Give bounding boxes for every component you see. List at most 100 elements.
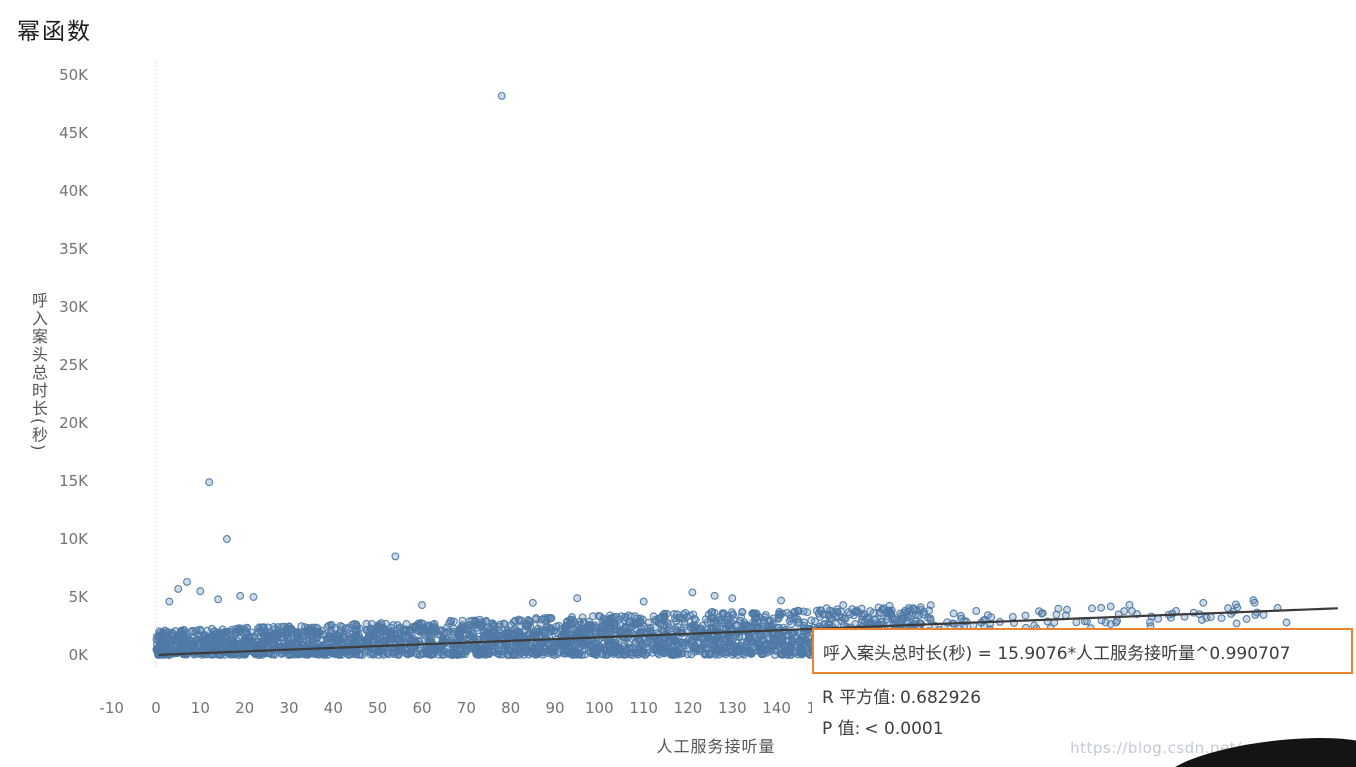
scatter-point[interactable] — [871, 615, 880, 624]
scatter-point[interactable] — [336, 621, 345, 630]
scatter-point[interactable] — [796, 647, 805, 656]
scatter-point[interactable] — [464, 621, 473, 630]
scatter-point[interactable] — [449, 648, 458, 657]
scatter-point[interactable] — [282, 624, 291, 633]
scatter-point[interactable] — [254, 651, 263, 659]
scatter-point[interactable] — [389, 621, 398, 630]
scatter-point[interactable] — [675, 613, 684, 622]
scatter-point[interactable] — [680, 619, 689, 628]
scatter-point[interactable] — [794, 606, 803, 615]
scatter-point[interactable] — [584, 623, 593, 632]
scatter-point[interactable] — [1232, 619, 1241, 628]
scatter-point[interactable] — [533, 650, 542, 659]
scatter-point[interactable] — [666, 620, 675, 629]
scatter-point[interactable] — [638, 615, 647, 624]
scatter-point[interactable] — [1061, 611, 1070, 620]
scatter-point[interactable] — [605, 636, 614, 645]
scatter-point[interactable] — [474, 651, 483, 659]
scatter-point[interactable] — [689, 610, 698, 619]
scatter-point[interactable] — [778, 632, 787, 641]
scatter-point[interactable] — [759, 636, 768, 645]
scatter-point[interactable] — [697, 634, 706, 643]
scatter-point[interactable] — [544, 641, 553, 650]
scatter-point[interactable] — [497, 91, 506, 100]
scatter-point[interactable] — [573, 594, 582, 603]
scatter-point[interactable] — [495, 641, 504, 650]
scatter-point[interactable] — [833, 605, 842, 614]
scatter-point[interactable] — [196, 587, 205, 596]
scatter-point[interactable] — [449, 629, 458, 638]
scatter-point[interactable] — [490, 647, 499, 656]
scatter-point[interactable] — [1106, 620, 1115, 629]
scatter-point[interactable] — [243, 623, 252, 632]
scatter-point[interactable] — [249, 593, 258, 601]
scatter-point[interactable] — [738, 608, 747, 617]
scatter-point[interactable] — [646, 635, 655, 644]
scatter-point[interactable] — [635, 645, 644, 654]
scatter-point[interactable] — [550, 651, 559, 659]
scatter-point[interactable] — [1120, 607, 1129, 616]
scatter-point[interactable] — [165, 597, 174, 606]
scatter-point[interactable] — [673, 640, 682, 649]
scatter-point[interactable] — [536, 620, 545, 629]
scatter-point[interactable] — [748, 618, 757, 627]
scatter-point[interactable] — [916, 605, 925, 614]
scatter-point[interactable] — [1231, 600, 1240, 609]
scatter-point[interactable] — [786, 650, 795, 659]
scatter-point[interactable] — [391, 552, 400, 561]
scatter-point[interactable] — [926, 614, 935, 623]
scatter-point[interactable] — [610, 620, 619, 628]
scatter-point[interactable] — [168, 629, 177, 638]
scatter-point[interactable] — [263, 642, 272, 650]
scatter-point[interactable] — [1106, 602, 1115, 611]
scatter-point[interactable] — [458, 623, 466, 632]
scatter-point[interactable] — [333, 635, 341, 644]
scatter-point[interactable] — [658, 619, 666, 628]
scatter-point[interactable] — [344, 623, 353, 632]
scatter-point[interactable] — [1199, 598, 1208, 607]
scatter-point[interactable] — [418, 601, 426, 610]
scatter-point[interactable] — [591, 622, 600, 631]
scatter-point[interactable] — [543, 622, 552, 631]
scatter-point[interactable] — [747, 649, 756, 658]
scatter-point[interactable] — [503, 644, 512, 652]
scatter-point[interactable] — [235, 626, 244, 635]
scatter-point[interactable] — [396, 631, 405, 640]
scatter-point[interactable] — [839, 601, 848, 610]
scatter-point[interactable] — [415, 651, 424, 659]
scatter-point[interactable] — [531, 632, 540, 641]
scatter-point[interactable] — [198, 634, 206, 643]
scatter-point[interactable] — [577, 650, 586, 659]
scatter-point[interactable] — [610, 612, 618, 621]
scatter-point[interactable] — [740, 618, 749, 627]
scatter-point[interactable] — [395, 650, 403, 659]
scatter-point[interactable] — [564, 647, 573, 656]
scatter-point[interactable] — [181, 628, 190, 637]
scatter-point[interactable] — [499, 619, 508, 628]
scatter-point[interactable] — [503, 650, 512, 659]
scatter-point[interactable] — [457, 650, 466, 659]
scatter-point[interactable] — [222, 535, 231, 543]
scatter-point[interactable] — [695, 645, 704, 654]
scatter-point[interactable] — [874, 603, 883, 612]
scatter-point[interactable] — [322, 635, 331, 644]
scatter-point[interactable] — [1125, 600, 1134, 609]
scatter-point[interactable] — [728, 594, 737, 603]
scatter-point[interactable] — [659, 644, 667, 653]
scatter-point[interactable] — [1146, 618, 1154, 627]
scatter-point[interactable] — [802, 639, 811, 648]
scatter-point[interactable] — [161, 641, 170, 650]
scatter-point[interactable] — [490, 622, 499, 631]
scatter-point[interactable] — [574, 620, 583, 629]
scatter-point[interactable] — [710, 591, 719, 600]
scatter-point[interactable] — [377, 626, 385, 635]
scatter-point[interactable] — [596, 642, 605, 651]
scatter-point[interactable] — [345, 650, 354, 659]
scatter-point[interactable] — [188, 644, 196, 653]
scatter-point[interactable] — [745, 633, 754, 642]
scatter-point[interactable] — [627, 612, 636, 621]
scatter-point[interactable] — [852, 606, 861, 615]
scatter-point[interactable] — [294, 650, 303, 659]
scatter-point[interactable] — [503, 628, 512, 637]
scatter-point[interactable] — [214, 595, 223, 604]
